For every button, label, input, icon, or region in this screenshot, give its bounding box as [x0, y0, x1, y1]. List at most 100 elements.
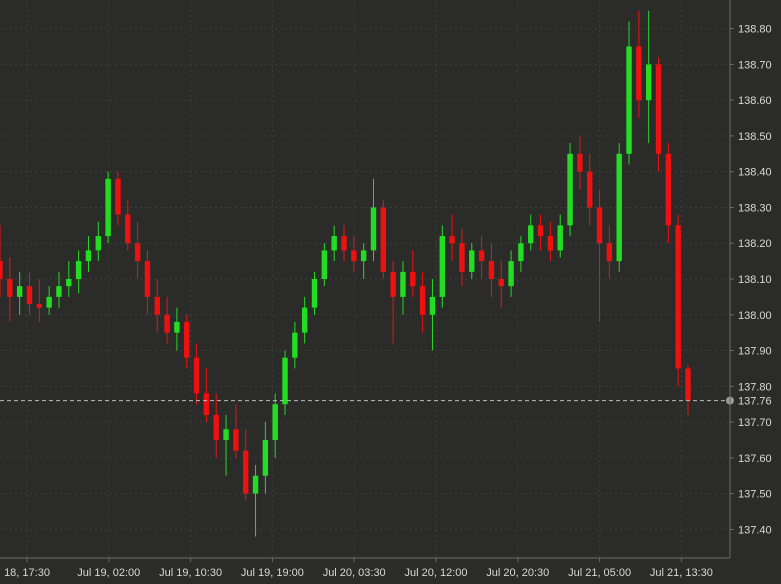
candle: [360, 243, 367, 279]
candle-body: [675, 225, 681, 369]
candle: [469, 243, 475, 279]
candle-body: [125, 214, 131, 244]
candle: [243, 429, 249, 501]
candle: [488, 243, 495, 297]
y-tick-label: 138.60: [738, 95, 772, 107]
y-tick-label: 138.50: [738, 131, 772, 143]
y-tick-label: 138.70: [738, 59, 772, 71]
candle: [655, 57, 662, 172]
candle-body: [528, 225, 534, 244]
candle-body: [321, 250, 328, 279]
candle: [66, 261, 72, 297]
candle-body: [596, 207, 603, 244]
candle: [675, 214, 681, 387]
candle-body: [331, 236, 337, 251]
candle: [164, 296, 170, 344]
y-tick-label: 137.70: [738, 417, 772, 429]
candle-body: [655, 64, 662, 154]
x-tick-label: Jul 20, 12:00: [405, 567, 468, 579]
y-tick-label: 137.80: [738, 381, 772, 393]
candle: [685, 364, 691, 415]
candle-body: [66, 279, 72, 287]
candle: [341, 225, 347, 262]
y-tick-label: 138.10: [738, 274, 772, 286]
candle: [449, 214, 455, 262]
candle: [370, 178, 377, 262]
candle: [410, 250, 416, 297]
candle: [292, 321, 298, 369]
candle-body: [56, 286, 62, 297]
candle: [518, 236, 524, 272]
candle-body: [665, 153, 672, 226]
candle-body: [439, 236, 445, 297]
candle-body: [213, 414, 219, 440]
candle: [134, 221, 141, 279]
candle: [16, 271, 23, 315]
candle-body: [360, 250, 367, 262]
candle: [144, 250, 151, 315]
candle: [626, 21, 632, 165]
candle-body: [449, 236, 455, 244]
candle: [321, 243, 328, 287]
candle-body: [370, 207, 377, 251]
candle-body: [203, 393, 210, 415]
candle: [26, 271, 33, 315]
candle-body: [410, 271, 416, 287]
candle: [252, 465, 259, 537]
candle: [213, 393, 219, 458]
candle-body: [233, 429, 239, 451]
candle-body: [351, 250, 357, 262]
candle-body: [518, 243, 524, 262]
candle: [567, 143, 573, 237]
candle-body: [429, 296, 436, 315]
candle-body: [341, 236, 347, 251]
candle-body: [508, 261, 514, 287]
candle-body: [488, 261, 495, 279]
candle-body: [164, 314, 170, 333]
candle: [272, 393, 278, 458]
candle-body: [75, 261, 82, 279]
candle-body: [144, 261, 151, 297]
time-axis: 18, 17:30 Jul 19, 02:00 Jul 19, 10:30 Jul 1…: [4, 558, 713, 579]
price-axis: 138.80 138.70 138.60 138.50 138.40 138.30 138.…: [730, 24, 772, 536]
candle-body: [272, 404, 278, 440]
candle: [380, 200, 387, 279]
candle: [301, 296, 308, 344]
candle-body: [390, 271, 396, 297]
candle-body: [380, 207, 387, 272]
candle: [36, 279, 43, 322]
candle-body: [419, 286, 426, 315]
y-tick-label: 138.30: [738, 202, 772, 214]
y-tick-label: 138.40: [738, 167, 772, 179]
candle: [0, 225, 3, 297]
candle: [645, 10, 652, 144]
x-tick-label: Jul 19, 10:30: [159, 567, 222, 579]
candle: [75, 250, 82, 294]
y-tick-label: 137.40: [738, 524, 772, 536]
candle-body: [16, 286, 23, 297]
candle: [351, 236, 357, 272]
candle-body: [105, 178, 111, 237]
candle-body: [400, 271, 406, 297]
candle: [7, 257, 13, 322]
grid: [0, 0, 730, 558]
candle: [282, 350, 288, 415]
candle-body: [311, 279, 318, 308]
candle: [115, 171, 121, 226]
candle: [105, 171, 111, 244]
candle-body: [547, 236, 554, 251]
candle-body: [46, 296, 52, 308]
candle: [125, 200, 131, 251]
candle-body: [645, 64, 652, 101]
candle-body: [95, 236, 101, 251]
candle: [311, 271, 318, 315]
candle-body: [557, 225, 563, 251]
x-tick-label: Jul 21, 05:00: [568, 567, 631, 579]
candle-body: [262, 439, 269, 476]
candle: [390, 261, 396, 344]
candle: [636, 10, 642, 119]
candle-body: [587, 171, 593, 208]
y-tick-label: 137.90: [738, 346, 772, 358]
candle: [498, 261, 504, 308]
